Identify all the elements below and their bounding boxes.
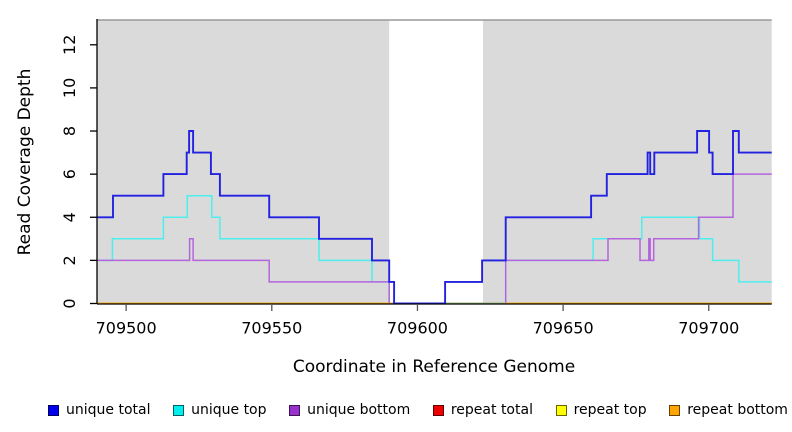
legend-label: unique bottom	[307, 402, 411, 418]
coverage-plot: 709500 709550 709600 709650 709700024681012 …	[15, 19, 772, 377]
y-axis-title: Read Coverage Depth	[15, 69, 35, 256]
y-tick-label: 10	[60, 78, 79, 98]
y-tick-label: 12	[60, 35, 79, 55]
x-tick-label: 709550	[241, 319, 302, 338]
legend-swatch-unique-bottom	[289, 404, 301, 416]
legend-label: repeat bottom	[687, 402, 788, 418]
legend-label: repeat top	[573, 402, 647, 418]
legend-item-repeat-total: repeat total	[432, 402, 533, 418]
uncovered-gap-band	[389, 20, 484, 304]
legend-swatch-unique-total	[48, 404, 59, 416]
legend-swatch-repeat-total	[432, 404, 444, 416]
legend-item-unique-bottom: unique bottom	[289, 402, 410, 418]
y-tick-label: 8	[60, 126, 79, 136]
legend-label: unique top	[191, 402, 267, 418]
series-unique-total	[97, 130, 772, 305]
x-tick-label: 709650	[533, 319, 594, 338]
legend-swatch-unique-top	[173, 404, 185, 416]
y-tick-label: 6	[60, 169, 79, 179]
x-tick-label: 709500	[96, 319, 157, 338]
x-tick-label: 709700	[678, 319, 739, 338]
legend: unique total unique top unique bottom repea…	[48, 399, 788, 421]
legend-item-unique-total: unique total	[48, 402, 150, 418]
legend-item-repeat-bottom: repeat bottom	[669, 402, 788, 418]
legend-swatch-repeat-bottom	[669, 404, 681, 416]
legend-item-repeat-top: repeat top	[555, 402, 647, 418]
x-axis-title: Coordinate in Reference Genome	[293, 357, 575, 377]
legend-label: repeat total	[450, 402, 533, 418]
plot-panel	[97, 19, 772, 304]
legend-item-unique-top: unique top	[173, 402, 267, 418]
legend-swatch-repeat-top	[555, 404, 567, 416]
y-tick-label: 0	[60, 298, 79, 308]
y-tick-label: 4	[60, 212, 79, 222]
series-unique-bottom	[97, 173, 772, 305]
axes-layer: 709500 709550 709600 709650 709700 0 2 4 6 8 10 12	[60, 19, 772, 338]
legend-label: unique total	[66, 402, 151, 418]
x-tick-label: 709600	[387, 319, 448, 338]
y-tick-label: 2	[60, 255, 79, 265]
